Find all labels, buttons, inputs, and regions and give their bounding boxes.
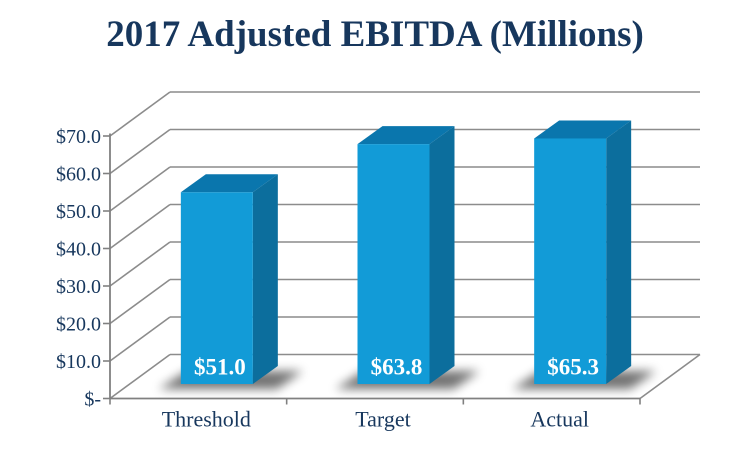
- category-label-threshold: Threshold: [162, 407, 251, 432]
- axes: [103, 133, 641, 405]
- bar-actual: $65.3: [534, 120, 632, 385]
- bar-value-label: $63.8: [371, 355, 423, 380]
- bar-top-face: [180, 174, 278, 193]
- chart-title: 2017 Adjusted EBITDA (Millions): [106, 14, 644, 55]
- bar-top-face: [534, 120, 632, 139]
- y-gridline-diagonal: [109, 203, 171, 250]
- bar-side-face: [252, 174, 278, 384]
- y-gridline-diagonal: [109, 353, 171, 400]
- bar-threshold: $51.0: [180, 174, 278, 384]
- y-axis-tick-label: $40.0: [56, 239, 101, 261]
- bar-side-face: [429, 126, 455, 384]
- bar-target: $63.8: [357, 126, 455, 384]
- y-axis-tick-label: $60.0: [56, 164, 101, 186]
- bars: $51.0 $63.8 $65.3: [180, 120, 632, 385]
- axis-labels: $- $10.0 $20.0 $30.0 $40.0 $50.0 $60.0 $70.0 Thr…: [56, 126, 589, 432]
- bar-value-label: $65.3: [547, 355, 599, 380]
- bar-value-label: $51.0: [194, 355, 246, 380]
- bar-front-face: [534, 138, 607, 384]
- y-axis-tick-label: $50.0: [56, 201, 101, 223]
- bar-side-face: [606, 120, 632, 385]
- y-gridline-diagonal: [109, 241, 171, 287]
- floor-right-edge: [639, 353, 701, 400]
- y-gridline-diagonal: [109, 166, 171, 212]
- y-axis-tick-label: $10.0: [56, 351, 101, 373]
- category-label-target: Target: [355, 407, 410, 432]
- y-axis-tick-label: $20.0: [56, 314, 101, 336]
- y-axis-tick-label: $70.0: [56, 126, 101, 148]
- bar-front-face: [180, 192, 253, 384]
- y-axis-tick-label: $30.0: [56, 276, 101, 298]
- y-axis-tick-label: $-: [84, 389, 101, 411]
- y-gridline-diagonal: [109, 91, 171, 137]
- y-gridline-diagonal: [109, 316, 171, 362]
- y-gridline-diagonal: [109, 128, 171, 175]
- y-gridline-diagonal: [109, 278, 171, 325]
- bar-top-face: [357, 126, 455, 145]
- category-label-actual: Actual: [530, 407, 589, 432]
- bar-front-face: [357, 144, 430, 384]
